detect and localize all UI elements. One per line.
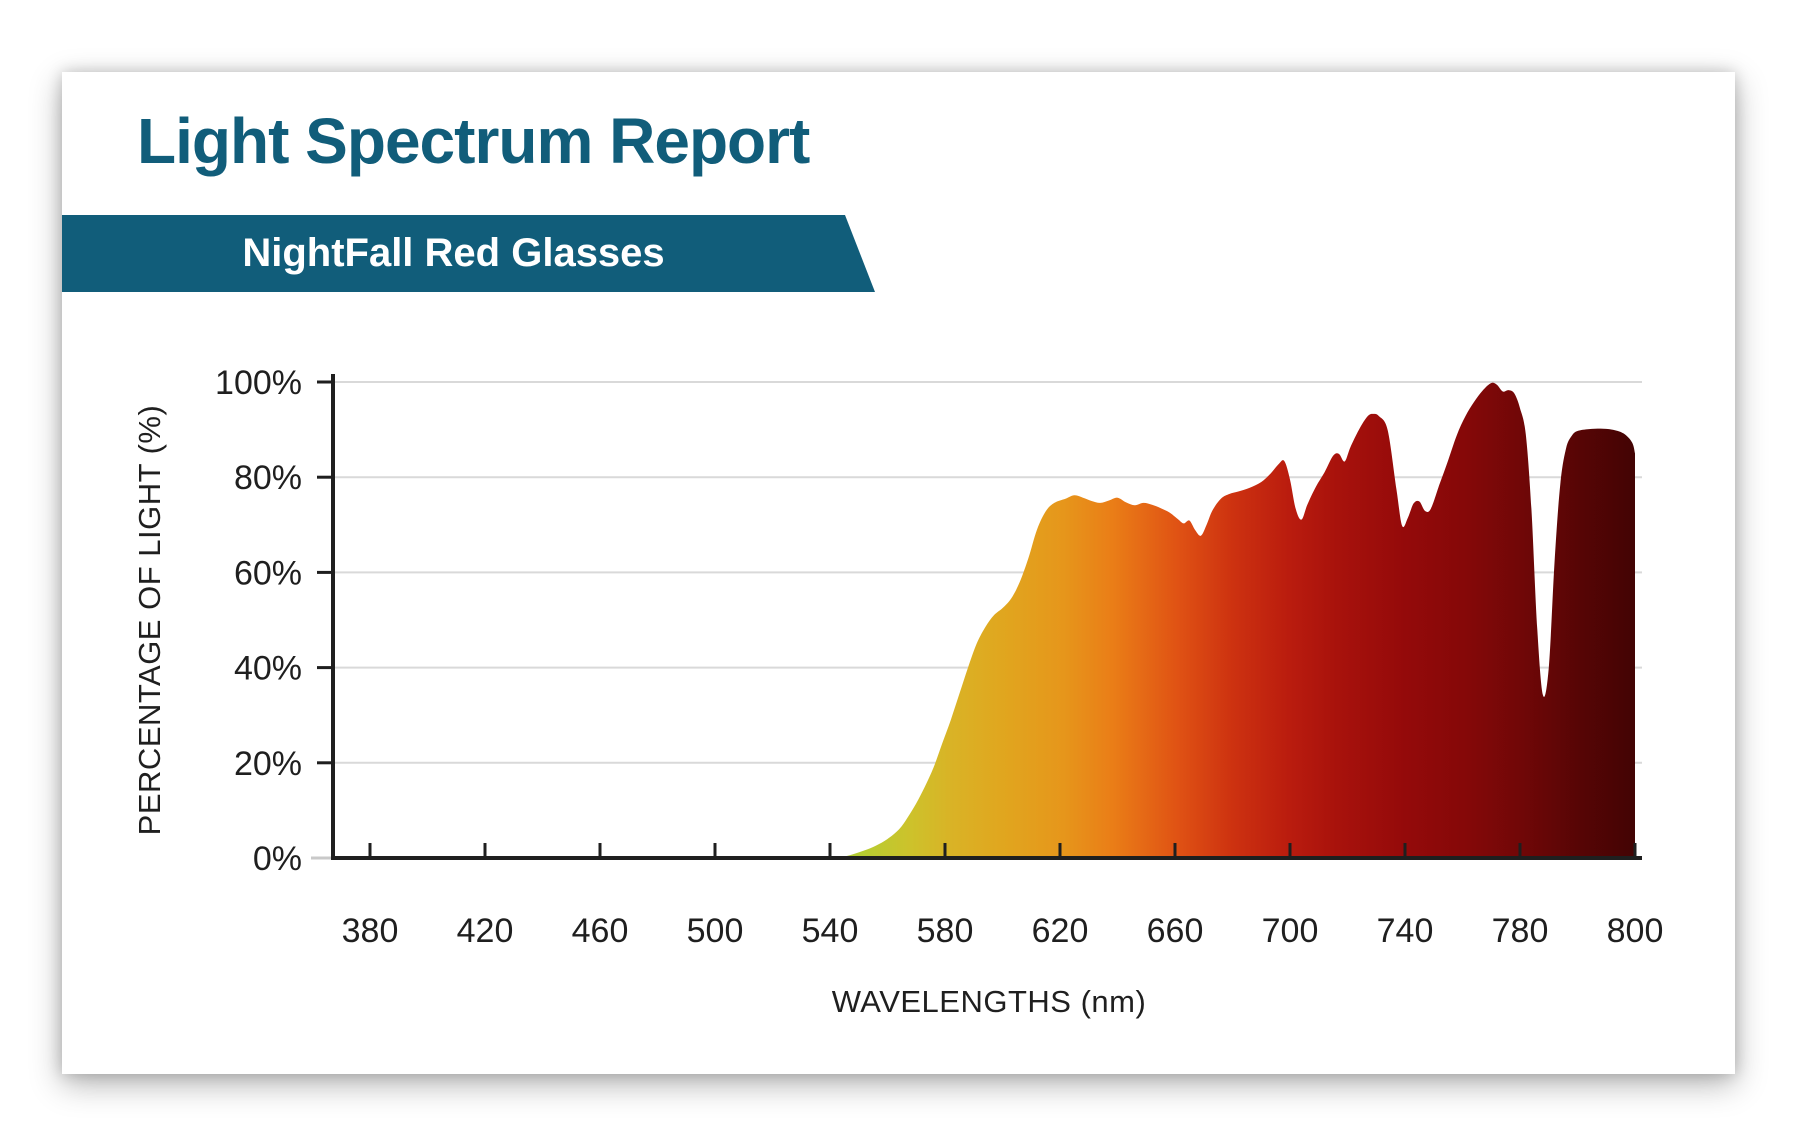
subtitle-label: NightFall Red Glasses (242, 231, 665, 275)
report-card: Light Spectrum Report NightFall Red Glas… (62, 72, 1735, 1074)
subtitle-banner: NightFall Red Glasses (62, 215, 875, 292)
page-title: Light Spectrum Report (137, 105, 810, 177)
